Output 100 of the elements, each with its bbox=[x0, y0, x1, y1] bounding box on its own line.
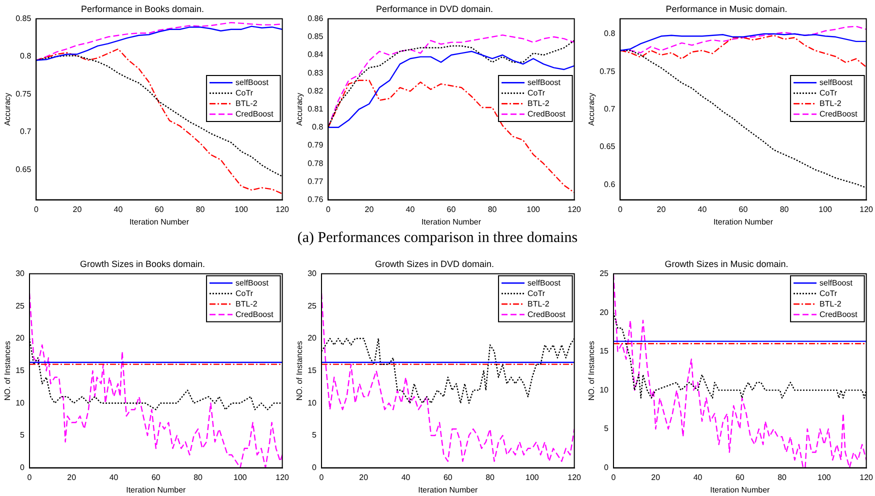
x-tick-label: 100 bbox=[526, 472, 540, 482]
legend-label: CredBoost bbox=[528, 310, 566, 319]
x-tick-label: 120 bbox=[568, 204, 582, 214]
x-tick-label: 40 bbox=[109, 472, 119, 482]
x-tick-label: 120 bbox=[276, 204, 290, 214]
x-tick-label: 100 bbox=[234, 472, 248, 482]
legend-label: selfBoost bbox=[820, 278, 854, 288]
y-tick-label: 0.79 bbox=[308, 140, 324, 150]
x-axis-title: Iteration Number bbox=[710, 485, 770, 494]
chart-title: Growth Sizes in Books domain. bbox=[80, 258, 206, 269]
y-tick-label: 20 bbox=[16, 334, 26, 343]
y-tick-label: 0.8 bbox=[604, 29, 616, 38]
y-axis-title: Accuracy bbox=[587, 92, 596, 126]
x-tick-label: 120 bbox=[860, 204, 874, 214]
legend-label: BTL-2 bbox=[528, 299, 550, 308]
x-tick-label: 20 bbox=[72, 204, 82, 214]
x-tick-label: 20 bbox=[656, 204, 666, 214]
x-tick-label: 40 bbox=[114, 204, 124, 214]
y-tick-label: 0.6 bbox=[604, 180, 616, 189]
x-tick-label: 100 bbox=[526, 204, 541, 214]
x-tick-label: 120 bbox=[568, 472, 582, 482]
legend-label: selfBoost bbox=[528, 78, 562, 87]
x-tick-label: 40 bbox=[406, 204, 416, 214]
x-axis-title: Iteration Number bbox=[713, 217, 774, 226]
legend-label: CoTr bbox=[820, 88, 838, 98]
y-tick-label: 0 bbox=[312, 463, 318, 472]
legend-label: CoTr bbox=[236, 288, 254, 298]
y-tick-label: 0.77 bbox=[308, 176, 324, 186]
line-series bbox=[328, 80, 574, 194]
legend-label: BTL-2 bbox=[236, 98, 258, 108]
y-tick-label: 20 bbox=[600, 308, 610, 317]
x-tick-label: 60 bbox=[443, 472, 453, 482]
y-tick-label: 0.8 bbox=[20, 52, 32, 61]
x-tick-label: 0 bbox=[326, 204, 331, 214]
legend-label: CredBoost bbox=[528, 109, 566, 118]
x-tick-label: 80 bbox=[488, 204, 498, 214]
y-tick-label: 0.65 bbox=[16, 164, 32, 174]
legend-label: BTL-2 bbox=[820, 299, 842, 308]
legend-label: selfBoost bbox=[528, 278, 562, 288]
y-tick-label: 10 bbox=[600, 385, 610, 394]
x-axis-title: Iteration Number bbox=[129, 217, 190, 226]
y-tick-label: 30 bbox=[308, 269, 318, 278]
text: (a) Performances comparison in three domains bbox=[296, 230, 579, 247]
y-tick-label: 0.84 bbox=[308, 50, 324, 60]
x-tick-label: 20 bbox=[67, 472, 77, 482]
y-tick-label: 0.85 bbox=[308, 32, 324, 42]
x-tick-label: 100 bbox=[818, 472, 832, 482]
x-axis-title: Iteration Number bbox=[126, 485, 186, 494]
legend-label: BTL-2 bbox=[528, 98, 550, 108]
x-tick-label: 20 bbox=[364, 204, 374, 214]
y-tick-label: 0.8 bbox=[312, 122, 324, 132]
y-tick-label: 0.82 bbox=[308, 86, 324, 96]
x-tick-label: 60 bbox=[151, 472, 161, 482]
y-tick-label: 15 bbox=[600, 346, 610, 356]
x-tick-label: 60 bbox=[735, 472, 745, 482]
y-tick-label: 10 bbox=[308, 398, 318, 408]
x-tick-label: 80 bbox=[194, 472, 204, 482]
chart-title: Performance in DVD domain. bbox=[376, 4, 494, 14]
y-tick-label: 0 bbox=[20, 463, 26, 472]
y-tick-label: 15 bbox=[308, 366, 318, 376]
legend-label: CoTr bbox=[528, 288, 546, 298]
y-tick-label: 0.65 bbox=[600, 142, 616, 152]
y-tick-label: 0.7 bbox=[604, 104, 616, 114]
line-series bbox=[614, 274, 866, 468]
x-tick-label: 80 bbox=[778, 472, 788, 482]
x-tick-label: 60 bbox=[446, 204, 456, 214]
x-tick-label: 80 bbox=[486, 472, 496, 482]
x-tick-label: 0 bbox=[618, 204, 623, 214]
x-tick-label: 80 bbox=[780, 204, 790, 214]
y-tick-label: 0.81 bbox=[308, 104, 324, 114]
x-tick-label: 20 bbox=[651, 472, 661, 482]
y-tick-label: 10 bbox=[16, 398, 26, 408]
x-axis-title: Iteration Number bbox=[418, 485, 478, 494]
chart-title: Growth Sizes in DVD domain. bbox=[374, 258, 494, 269]
y-tick-label: 0 bbox=[604, 463, 610, 472]
y-tick-label: 0.85 bbox=[16, 14, 32, 24]
legend-label: BTL-2 bbox=[820, 98, 842, 108]
y-tick-label: 0.78 bbox=[308, 158, 324, 168]
y-tick-label: 20 bbox=[308, 334, 318, 343]
legend-label: selfBoost bbox=[820, 78, 854, 87]
y-axis-title: NO. of Instances bbox=[587, 341, 596, 401]
legend-label: CoTr bbox=[528, 88, 546, 98]
x-tick-label: 80 bbox=[196, 204, 206, 214]
legend-label: CredBoost bbox=[236, 109, 274, 118]
y-tick-label: 0.83 bbox=[308, 68, 324, 78]
legend-label: selfBoost bbox=[236, 278, 270, 288]
line-series bbox=[36, 48, 282, 194]
y-tick-label: 0.76 bbox=[308, 195, 324, 204]
y-tick-label: 5 bbox=[20, 430, 26, 440]
y-axis-title: Accuracy bbox=[3, 92, 12, 126]
legend-label: selfBoost bbox=[236, 78, 270, 87]
x-tick-label: 40 bbox=[693, 472, 703, 482]
y-axis-title: NO. of Instances bbox=[295, 341, 304, 401]
y-tick-label: 0.86 bbox=[308, 14, 324, 24]
x-tick-label: 0 bbox=[34, 204, 39, 214]
y-tick-label: 5 bbox=[312, 430, 318, 440]
x-axis-title: Iteration Number bbox=[421, 217, 482, 226]
legend-label: CredBoost bbox=[820, 109, 858, 118]
x-tick-label: 60 bbox=[738, 204, 748, 214]
y-tick-label: 0.75 bbox=[600, 66, 616, 76]
